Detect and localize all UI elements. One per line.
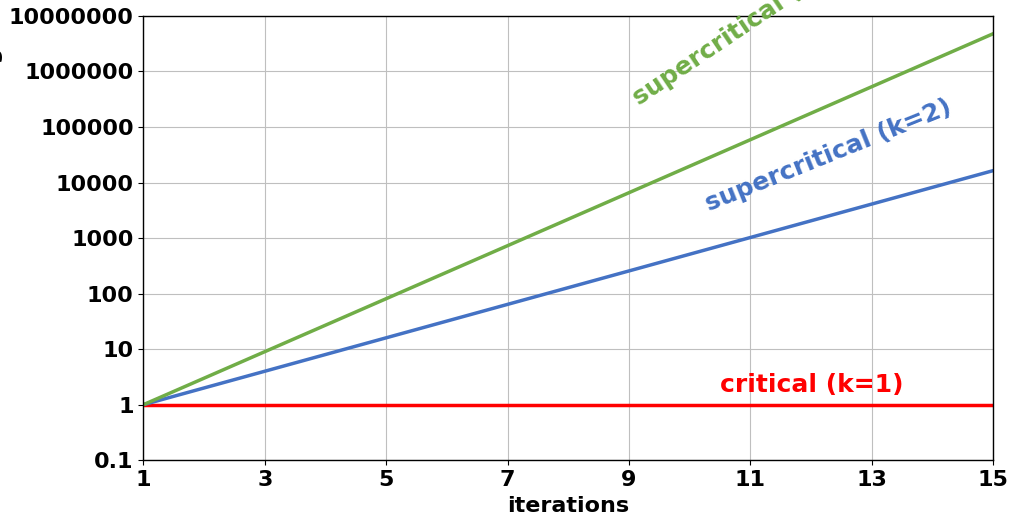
Text: supercritical (k=3): supercritical (k=3)	[629, 0, 861, 110]
Text: critical (k=1): critical (k=1)	[720, 372, 903, 397]
Text: supercritical (k=2): supercritical (k=2)	[701, 95, 955, 216]
X-axis label: iterations: iterations	[507, 496, 630, 515]
Y-axis label: number of reactions occurring: number of reactions occurring	[0, 47, 3, 429]
